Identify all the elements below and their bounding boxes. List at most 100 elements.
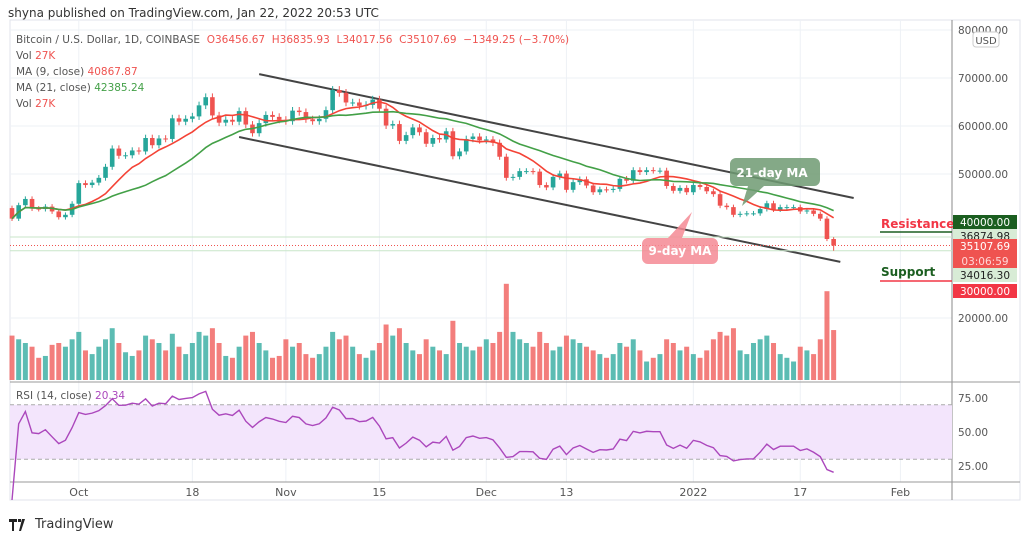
- vol-label: Vol: [16, 50, 32, 62]
- candle-body: [630, 170, 636, 181]
- volume-bar: [163, 350, 169, 380]
- candle-body: [263, 114, 269, 124]
- candle-body: [504, 156, 509, 178]
- vol-value: 27K: [35, 50, 56, 62]
- logo-text: TradingView: [35, 517, 114, 532]
- volume-bar: [577, 343, 583, 380]
- volume-bar: [503, 283, 509, 380]
- price-label-bg: [953, 284, 1017, 298]
- tradingview-logo[interactable]: TradingView: [9, 517, 114, 532]
- candle-body: [9, 208, 15, 219]
- candle-body: [724, 205, 730, 208]
- y-tick-label: 20000.00: [958, 313, 1008, 325]
- candle-body: [136, 150, 142, 152]
- candle-body: [437, 138, 442, 140]
- ma9-callout: [642, 212, 718, 264]
- volume-bar: [704, 350, 710, 380]
- volume-bar: [604, 357, 610, 380]
- candle-body: [537, 171, 543, 186]
- volume-bar: [410, 350, 416, 380]
- rsi-label: RSI (14, close): [16, 390, 92, 402]
- candle-body: [350, 102, 355, 104]
- volume-bar: [9, 335, 15, 380]
- volume-bar: [664, 339, 670, 380]
- candle-body: [731, 207, 736, 215]
- volume-bar: [76, 331, 82, 380]
- volume-bar: [216, 343, 222, 380]
- candle-body: [617, 178, 623, 189]
- candle-body: [564, 173, 569, 190]
- volume-bar: [457, 343, 463, 380]
- volume-bar: [22, 343, 28, 380]
- price-label-line: 34016.30: [960, 270, 1010, 282]
- volume-bar: [804, 350, 810, 380]
- volume-bar: [797, 346, 803, 380]
- candle-body: [423, 132, 429, 144]
- volume-bar: [229, 357, 235, 380]
- volume-bar: [590, 350, 596, 380]
- volume-bar: [363, 357, 369, 380]
- candle-body: [196, 105, 202, 117]
- ma9-legend: MA (9, close) 40867.87: [16, 66, 138, 78]
- volume-bar: [791, 361, 797, 380]
- volume-bar: [737, 350, 743, 380]
- volume-bar: [196, 331, 202, 380]
- candle-body: [83, 183, 88, 186]
- candle-body: [156, 138, 162, 146]
- candle-body: [557, 173, 563, 177]
- candle-body: [517, 171, 522, 177]
- candle-body: [450, 131, 456, 157]
- volume-bar: [677, 350, 683, 380]
- volume-bar: [16, 339, 22, 380]
- volume-bar: [203, 335, 209, 380]
- candle-body: [89, 182, 95, 186]
- volume-bar: [517, 339, 523, 380]
- price-label-bg: [953, 268, 1017, 282]
- volume-bar: [630, 339, 636, 380]
- volume-bar: [396, 328, 402, 380]
- x-tick-label: 18: [185, 486, 199, 499]
- candle-body: [123, 155, 128, 157]
- candle-body: [811, 210, 816, 214]
- volume-bar: [690, 354, 696, 380]
- volume-bar: [670, 343, 676, 380]
- candle-body: [610, 188, 616, 190]
- candle-body: [771, 203, 776, 210]
- currency-badge: [972, 31, 1000, 48]
- candle-body: [183, 118, 188, 122]
- candle-body: [530, 171, 536, 173]
- volume-bar: [543, 343, 549, 380]
- channel-line-lower: [238, 136, 841, 263]
- candle-body: [143, 138, 148, 152]
- volume-bar: [650, 357, 656, 380]
- candle-body: [817, 213, 823, 219]
- volume-bar: [243, 335, 249, 380]
- candle-body: [390, 124, 396, 126]
- volume-bar: [644, 361, 650, 380]
- candle-body: [824, 218, 830, 240]
- candle-body: [323, 110, 329, 119]
- volume-bar: [463, 346, 469, 380]
- change-value: −1349.25 (−3.70%): [463, 34, 570, 46]
- candle-body: [236, 111, 242, 122]
- x-tick-label: Dec: [476, 486, 497, 499]
- high-value: H36835.93: [271, 34, 330, 46]
- volume-bar: [771, 343, 777, 380]
- candle-body: [256, 123, 262, 134]
- volume-bar: [744, 354, 750, 380]
- volume-bar: [383, 324, 389, 380]
- candle-body: [791, 207, 796, 209]
- volume-bar: [323, 346, 329, 380]
- candle-body: [717, 194, 723, 206]
- candle-body: [684, 187, 689, 193]
- volume-bar: [470, 350, 476, 380]
- candle-body: [316, 118, 322, 122]
- volume-bar: [811, 354, 817, 380]
- volume-bar: [256, 343, 262, 380]
- ma9-callout-label: 9-day MA: [649, 244, 713, 258]
- ma21-label: MA (21, close): [16, 82, 91, 94]
- candle-body: [764, 203, 770, 210]
- candle-body: [56, 211, 62, 218]
- candle-body: [664, 170, 669, 186]
